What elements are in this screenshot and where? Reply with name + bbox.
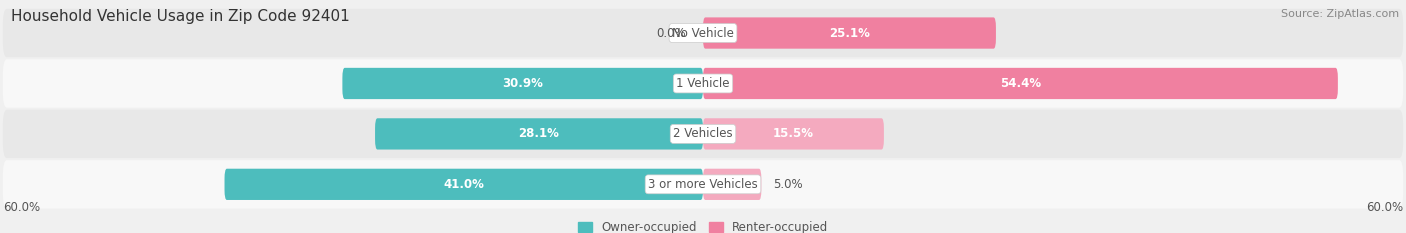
Text: 25.1%: 25.1%: [830, 27, 870, 40]
FancyBboxPatch shape: [703, 118, 884, 150]
FancyBboxPatch shape: [343, 68, 703, 99]
Text: Household Vehicle Usage in Zip Code 92401: Household Vehicle Usage in Zip Code 9240…: [11, 9, 350, 24]
Legend: Owner-occupied, Renter-occupied: Owner-occupied, Renter-occupied: [578, 221, 828, 233]
Text: 2 Vehicles: 2 Vehicles: [673, 127, 733, 140]
FancyBboxPatch shape: [3, 59, 1403, 108]
FancyBboxPatch shape: [3, 110, 1403, 158]
FancyBboxPatch shape: [703, 17, 995, 49]
Text: 30.9%: 30.9%: [502, 77, 543, 90]
Text: 60.0%: 60.0%: [1367, 201, 1403, 214]
Text: No Vehicle: No Vehicle: [672, 27, 734, 40]
FancyBboxPatch shape: [703, 68, 1339, 99]
FancyBboxPatch shape: [703, 169, 762, 200]
Text: 15.5%: 15.5%: [773, 127, 814, 140]
Text: 1 Vehicle: 1 Vehicle: [676, 77, 730, 90]
FancyBboxPatch shape: [225, 169, 703, 200]
Text: 41.0%: 41.0%: [443, 178, 484, 191]
Text: Source: ZipAtlas.com: Source: ZipAtlas.com: [1281, 9, 1399, 19]
Text: 28.1%: 28.1%: [519, 127, 560, 140]
FancyBboxPatch shape: [375, 118, 703, 150]
FancyBboxPatch shape: [3, 9, 1403, 57]
Text: 5.0%: 5.0%: [773, 178, 803, 191]
FancyBboxPatch shape: [3, 160, 1403, 209]
Text: 60.0%: 60.0%: [3, 201, 39, 214]
Text: 3 or more Vehicles: 3 or more Vehicles: [648, 178, 758, 191]
Text: 0.0%: 0.0%: [655, 27, 686, 40]
Text: 54.4%: 54.4%: [1000, 77, 1040, 90]
